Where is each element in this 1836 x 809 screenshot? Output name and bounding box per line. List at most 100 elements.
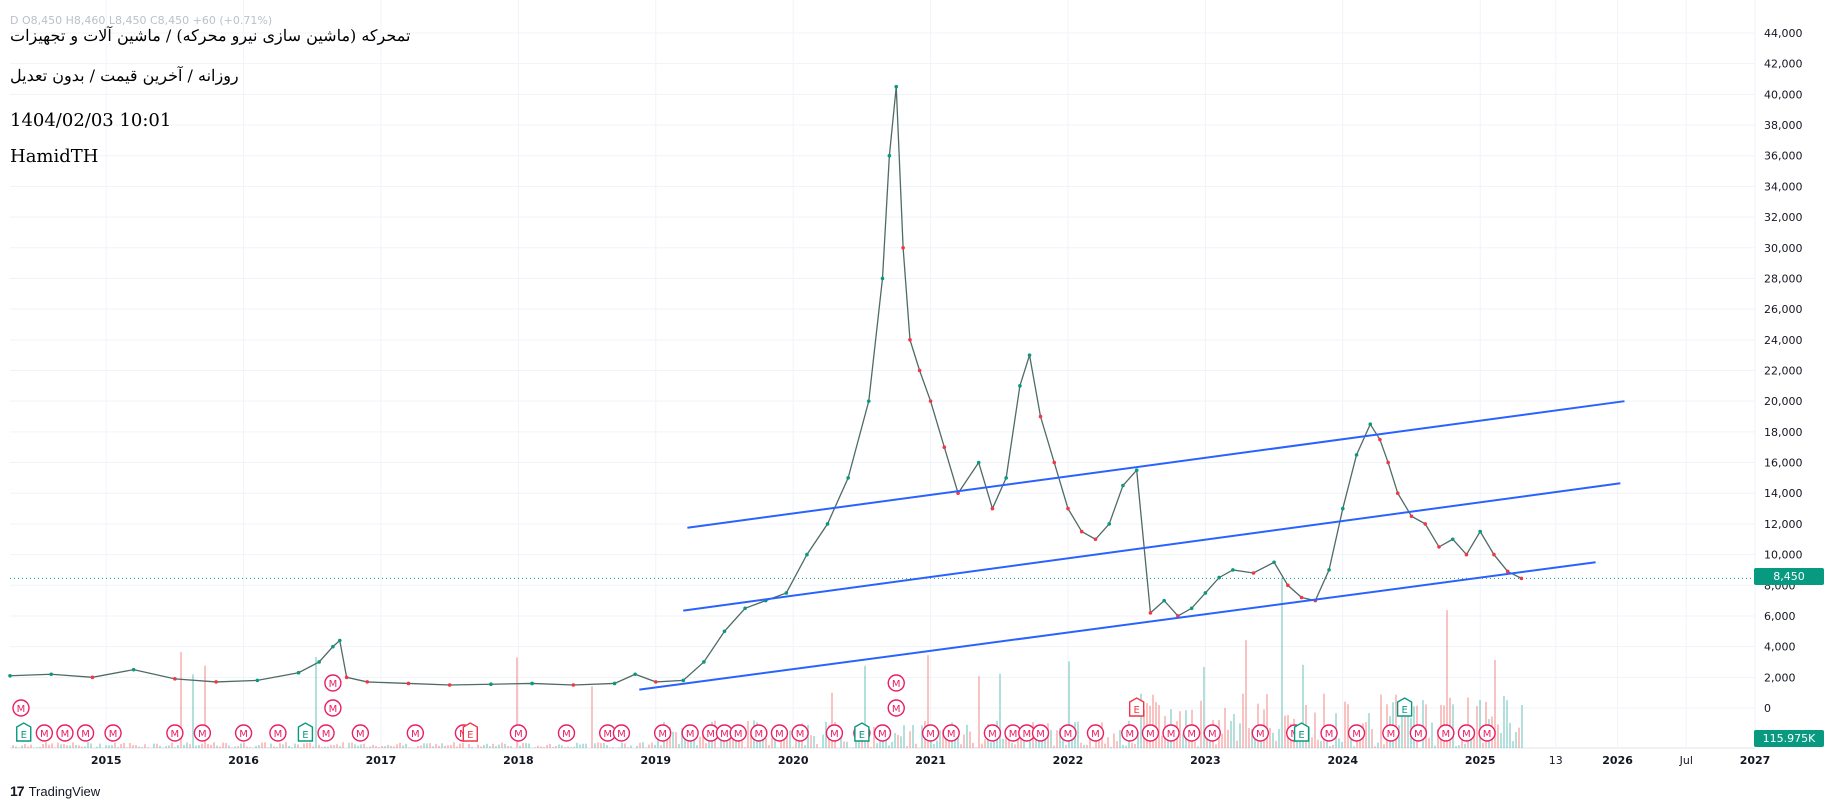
price-point [942,445,947,450]
volume-bar [147,747,149,748]
volume-bar [618,747,620,748]
meeting-marker-icon [406,724,425,742]
earnings-marker-label: E [1401,705,1407,716]
volume-bar [786,729,788,748]
price-point [1203,591,1208,595]
meeting-marker-icon [1347,724,1366,742]
meeting-marker-icon-label: M [239,729,248,740]
x-tick-label: 2023 [1190,754,1221,767]
price-point [1093,537,1098,542]
volume-bar [528,743,530,748]
volume-bar [123,743,125,748]
volume-bar [21,745,23,748]
volume-bar [309,742,311,748]
volume-bar [1458,745,1460,748]
price-point [990,506,995,511]
price-point [917,368,922,373]
meeting-marker-icon [887,699,905,717]
volume-bar [1131,742,1133,748]
x-tick-label: Jul [1679,754,1693,767]
volume-bar [375,745,377,748]
volume-bar [183,745,185,748]
volume-bar [339,746,341,748]
volume-bar [222,742,224,748]
price-point [214,680,218,684]
earnings-marker-label: E [1134,705,1140,716]
volume-bar [558,744,560,748]
volume-bar [957,737,959,748]
meeting-marker-icon [681,724,699,742]
volume-bar [1374,746,1376,748]
y-tick-label: 4,000 [1764,641,1796,654]
price-point [681,678,686,683]
volume-bar [1455,746,1457,748]
volume-bar [1449,697,1451,748]
volume-bar [1152,694,1154,748]
meeting-marker-icon-label: M [1414,729,1423,740]
volume-bar [1407,708,1409,748]
volume-bar [1239,723,1241,748]
volume-bar [1227,729,1229,748]
volume-bar [651,742,653,748]
meeting-marker-icon [887,674,905,692]
volume-bar [1266,694,1268,748]
volume-bar [891,741,893,748]
volume-bar [1446,610,1448,748]
price-point [1368,422,1373,426]
volume-bar [369,746,371,748]
volume-bar [195,745,197,748]
price-point [846,476,850,480]
meeting-marker-icon-label: M [1064,729,1073,740]
volume-bar [204,665,206,748]
price-point [702,660,706,664]
x-tick-label: 2016 [228,754,259,767]
volume-bar [285,742,287,748]
meeting-marker-icon-label: M [878,729,887,740]
volume-bar [636,745,638,748]
meeting-marker-icon-label: M [1442,729,1451,740]
meeting-marker-icon-label: M [17,704,26,715]
volume-bar [876,743,878,748]
volume-bar [159,745,161,748]
volume-bar [843,741,845,748]
volume-bar [456,746,458,748]
volume-bar [63,744,65,748]
meeting-marker-icon-label: M [514,729,523,740]
volume-bar [138,746,140,748]
volume-bar [153,743,155,748]
volume-bar [1500,733,1502,748]
volume-bar [1059,727,1061,748]
volume-bar [675,732,677,748]
tradingview-logo[interactable]: 17 TradingView [10,783,100,799]
price-point [1052,460,1057,465]
volume-bar [111,745,113,748]
volume-bar [1221,733,1223,748]
meeting-marker-icon-label: M [706,729,715,740]
volume-bar [114,742,116,748]
volume-bar [903,725,905,748]
price-point [1038,414,1043,419]
y-tick-label: 0 [1764,702,1771,715]
volume-bar [579,744,581,748]
price-point [633,672,637,677]
meeting-marker-icon [1457,724,1476,742]
volume-bar [282,744,284,748]
volume-bar [1086,744,1088,748]
y-tick-label: 10,000 [1764,549,1803,562]
volume-bar [471,746,473,748]
price-point [1079,529,1084,534]
price-point [1189,606,1194,611]
volume-bar [1179,711,1181,748]
volume-bar [180,652,182,748]
volume-bar [174,747,176,748]
x-tick-label: 13 [1549,754,1563,767]
volume-bar [378,747,380,748]
meeting-marker-icon-label: M [1352,729,1361,740]
meeting-marker-icon [1162,724,1180,742]
meeting-marker-icon-label: M [411,729,420,740]
volume-bar [642,742,644,748]
y-tick-label: 34,000 [1764,180,1803,193]
volume-bar [276,747,278,748]
